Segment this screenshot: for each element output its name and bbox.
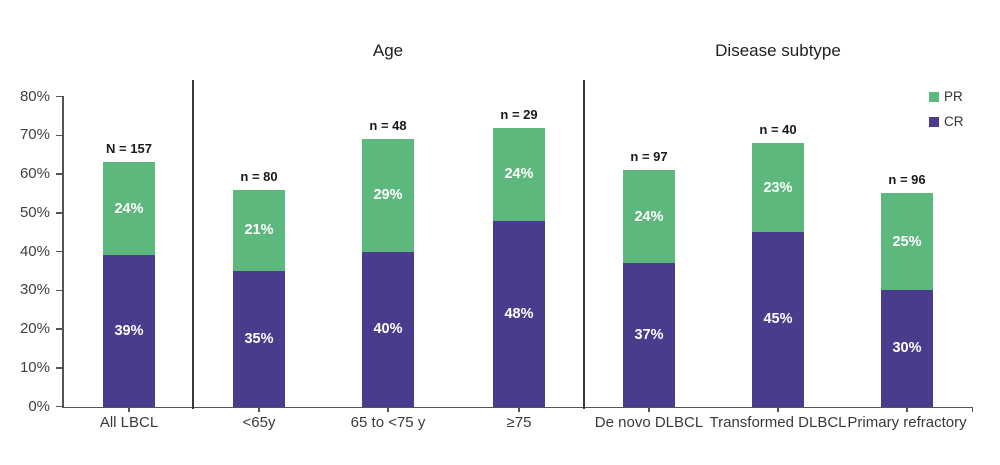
cr-value-label: 48%	[504, 305, 534, 322]
category-label: All LBCL	[99, 414, 159, 431]
pr-value-label: 24%	[634, 208, 664, 225]
y-axis-label: 50%	[19, 203, 50, 221]
y-axis-label: 30%	[19, 281, 50, 299]
y-axis-label: 0%	[28, 397, 50, 415]
y-axis-tick	[56, 250, 62, 253]
y-axis-label: 40%	[19, 242, 50, 260]
cr-segment: 39%	[103, 255, 155, 407]
y-axis-tick	[56, 367, 62, 369]
cr-value-label: 45%	[763, 311, 793, 328]
legend-item-cr: CR	[929, 114, 964, 129]
category-label: Primary refractory	[847, 414, 967, 431]
pr-segment: 24%	[493, 127, 545, 221]
x-axis-tick	[777, 407, 779, 412]
pr-value-label: 23%	[763, 179, 793, 196]
y-axis-tick	[56, 405, 62, 408]
category-label: ≥75	[506, 414, 532, 431]
x-axis-end-tick	[971, 407, 973, 412]
y-axis-tick	[56, 289, 62, 291]
category-label: 65 to <75 y	[350, 414, 426, 431]
disease-subtype-group-title: Disease subtype	[715, 41, 841, 60]
x-axis-tick	[258, 407, 260, 412]
pr-value-label: 21%	[244, 222, 274, 239]
pr-value-label: 25%	[892, 233, 922, 250]
cr-value-label: 40%	[373, 321, 403, 337]
y-axis-tick	[56, 212, 62, 214]
pr-value-label: 24%	[504, 166, 534, 182]
n-count-label: n = 29	[500, 106, 538, 122]
cr-value-label: 39%	[114, 322, 144, 339]
cr-segment: 35%	[233, 270, 285, 407]
category-label: <65y	[242, 414, 276, 431]
n-count-label: n = 96	[888, 172, 926, 188]
pr-value-label: 24%	[114, 200, 144, 217]
x-axis-tick	[648, 407, 650, 412]
category-label: De novo DLBCL	[594, 414, 704, 431]
cr-segment: 48%	[493, 220, 545, 407]
cr-segment: 37%	[623, 263, 675, 407]
y-axis-label: 20%	[19, 320, 50, 337]
y-axis-tick	[56, 134, 62, 136]
x-axis-tick	[906, 407, 908, 412]
x-axis-tick	[128, 407, 130, 412]
y-axis-tick	[56, 95, 62, 98]
n-count-label: n = 97	[630, 149, 668, 165]
pr-color-swatch	[929, 91, 939, 102]
legend-label-pr: PR	[944, 89, 963, 104]
pr-segment: 24%	[623, 170, 675, 264]
group-separator-all-vs-age	[192, 80, 194, 409]
cr-segment: 40%	[362, 251, 414, 407]
pr-segment: 21%	[233, 189, 285, 271]
cr-value-label: 30%	[892, 340, 922, 357]
y-axis-label: 10%	[19, 358, 50, 376]
y-axis-label: 80%	[19, 87, 50, 105]
pr-segment: 29%	[362, 139, 414, 252]
category-label: Transformed DLBCL	[709, 414, 847, 431]
legend: PR CR	[929, 89, 964, 129]
age-group-title: Age	[372, 41, 404, 60]
pr-value-label: 29%	[373, 187, 403, 204]
cr-value-label: 37%	[634, 326, 664, 343]
cr-segment: 30%	[881, 290, 933, 407]
y-axis	[62, 96, 64, 407]
pr-segment: 25%	[881, 193, 933, 291]
n-count-label: n = 40	[759, 122, 797, 137]
n-count-label: n = 80	[240, 168, 278, 184]
pr-segment: 24%	[103, 162, 155, 256]
y-axis-tick	[56, 173, 62, 175]
cr-segment: 45%	[752, 232, 804, 407]
x-axis-tick	[518, 407, 520, 412]
group-separator-age-vs-disease	[583, 80, 585, 409]
x-axis-tick	[387, 407, 389, 412]
x-axis	[62, 406, 973, 408]
n-count-label: n = 48	[369, 118, 407, 134]
cr-value-label: 35%	[244, 330, 274, 347]
n-count-label: N = 157	[106, 141, 152, 157]
pr-segment: 23%	[752, 143, 804, 233]
legend-label-cr: CR	[944, 114, 964, 129]
y-axis-tick	[56, 328, 62, 330]
y-axis-label: 70%	[19, 126, 50, 144]
legend-item-pr: PR	[929, 89, 964, 104]
cr-color-swatch	[929, 116, 939, 127]
y-axis-label: 60%	[19, 165, 50, 182]
